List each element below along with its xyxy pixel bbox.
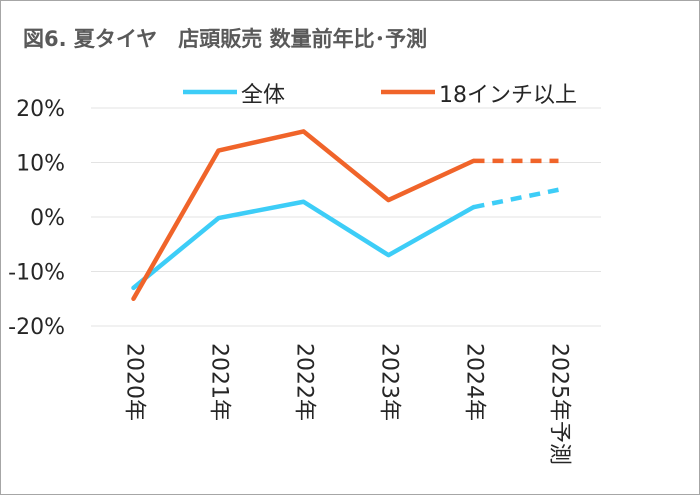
series-line-0 — [131, 199, 476, 291]
series-forecast-line-0 — [473, 187, 559, 210]
x-tick-label: 2022年 — [292, 343, 317, 421]
x-tick-label: 2020年 — [122, 343, 147, 421]
y-tick-label: -20% — [8, 315, 65, 340]
grid-lines — [91, 107, 601, 327]
chart-title: 図6. 夏タイヤ 店頭販売 数量前年比･予測 — [23, 27, 428, 51]
x-axis-ticks: 2020年 2021年 2022年 2023年 2024年 2025年予測 — [122, 343, 572, 465]
y-tick-label: 0% — [30, 206, 65, 231]
y-tick-label: -10% — [8, 261, 65, 286]
y-axis-ticks: 20% 10% 0% -10% -20% — [8, 97, 65, 340]
legend-label: 18インチ以上 — [439, 83, 577, 108]
x-tick-label: 2025年予測 — [547, 343, 572, 465]
y-tick-label: 20% — [16, 97, 65, 122]
x-tick-label: 2023年 — [377, 343, 402, 421]
series-lines — [131, 129, 559, 301]
x-tick-label: 2024年 — [462, 343, 487, 421]
legend: 全体 18インチ以上 — [183, 83, 577, 108]
x-tick-label: 2021年 — [207, 343, 232, 421]
series-line-1 — [131, 129, 476, 301]
y-tick-label: 10% — [16, 152, 65, 177]
legend-label: 全体 — [241, 83, 285, 108]
